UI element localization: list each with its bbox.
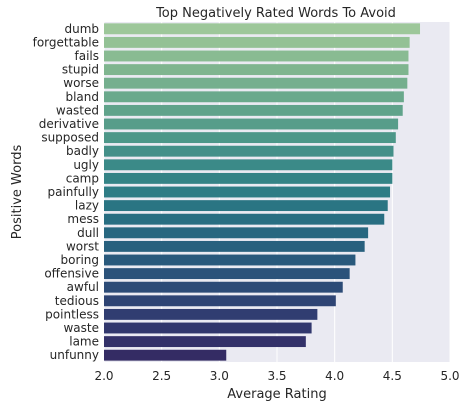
bar-pointless	[104, 308, 318, 320]
y-axis-label: Positive Words	[10, 145, 25, 240]
bar-wasted	[104, 104, 403, 116]
bar-awful	[104, 281, 343, 293]
chart-title: Top Negatively Rated Words To Avoid	[155, 6, 396, 21]
category-label: stupid	[62, 63, 99, 77]
bar-worse	[104, 77, 408, 89]
bar-lazy	[104, 200, 388, 212]
category-label: fails	[75, 49, 100, 63]
category-label: bland	[65, 90, 99, 104]
category-label: supposed	[41, 131, 99, 145]
x-tick-label: 2.0	[94, 369, 113, 383]
x-tick-label: 5.0	[440, 369, 459, 383]
bar-forgettable	[104, 36, 410, 48]
bar-waste	[104, 322, 312, 334]
bar-worst	[104, 240, 365, 252]
category-label: lame	[69, 335, 99, 349]
x-axis-label: Average Rating	[227, 387, 326, 402]
x-tick-label: 3.5	[267, 369, 286, 383]
bar-camp	[104, 172, 393, 184]
category-label: unfunny	[50, 348, 99, 362]
category-label: pointless	[45, 307, 99, 321]
x-tick-label: 4.0	[325, 369, 344, 383]
bar-tedious	[104, 295, 336, 307]
category-label: badly	[66, 144, 99, 158]
category-label: painfully	[47, 185, 99, 199]
category-label: waste	[63, 321, 99, 335]
bar-offensive	[104, 268, 350, 280]
bar-dull	[104, 227, 369, 239]
category-label: dumb	[64, 22, 99, 36]
bar-dumb	[104, 23, 421, 35]
category-label: forgettable	[33, 35, 99, 49]
bar-ugly	[104, 159, 393, 171]
bar-stupid	[104, 64, 409, 76]
bar-supposed	[104, 132, 396, 144]
x-tick-label: 4.5	[383, 369, 402, 383]
category-label: worst	[66, 239, 99, 253]
category-label: lazy	[75, 199, 99, 213]
category-label: ugly	[73, 158, 99, 172]
x-tick-label: 3.0	[210, 369, 229, 383]
bar-fails	[104, 50, 409, 62]
category-label: awful	[67, 280, 99, 294]
category-label: boring	[61, 253, 99, 267]
bar-bland	[104, 91, 404, 103]
bar-lame	[104, 336, 306, 348]
y-tick-labels: dumbforgettablefailsstupidworseblandwast…	[33, 22, 100, 362]
bars	[104, 23, 421, 361]
category-label: camp	[66, 171, 99, 185]
bar-mess	[104, 213, 385, 225]
category-label: tedious	[55, 294, 99, 308]
bar-painfully	[104, 186, 391, 198]
bar-badly	[104, 145, 394, 157]
category-label: offensive	[44, 267, 99, 281]
x-tick-labels: 2.0 2.5 3.0 3.5 4.0 4.5 5.0	[94, 369, 459, 383]
category-label: dull	[77, 226, 99, 240]
bar-boring	[104, 254, 356, 266]
category-label: derivative	[39, 117, 99, 131]
category-label: worse	[63, 76, 99, 90]
bar-unfunny	[104, 349, 227, 361]
category-label: wasted	[56, 103, 99, 117]
category-label: mess	[67, 212, 99, 226]
x-tick-label: 2.5	[152, 369, 171, 383]
bar-derivative	[104, 118, 399, 130]
